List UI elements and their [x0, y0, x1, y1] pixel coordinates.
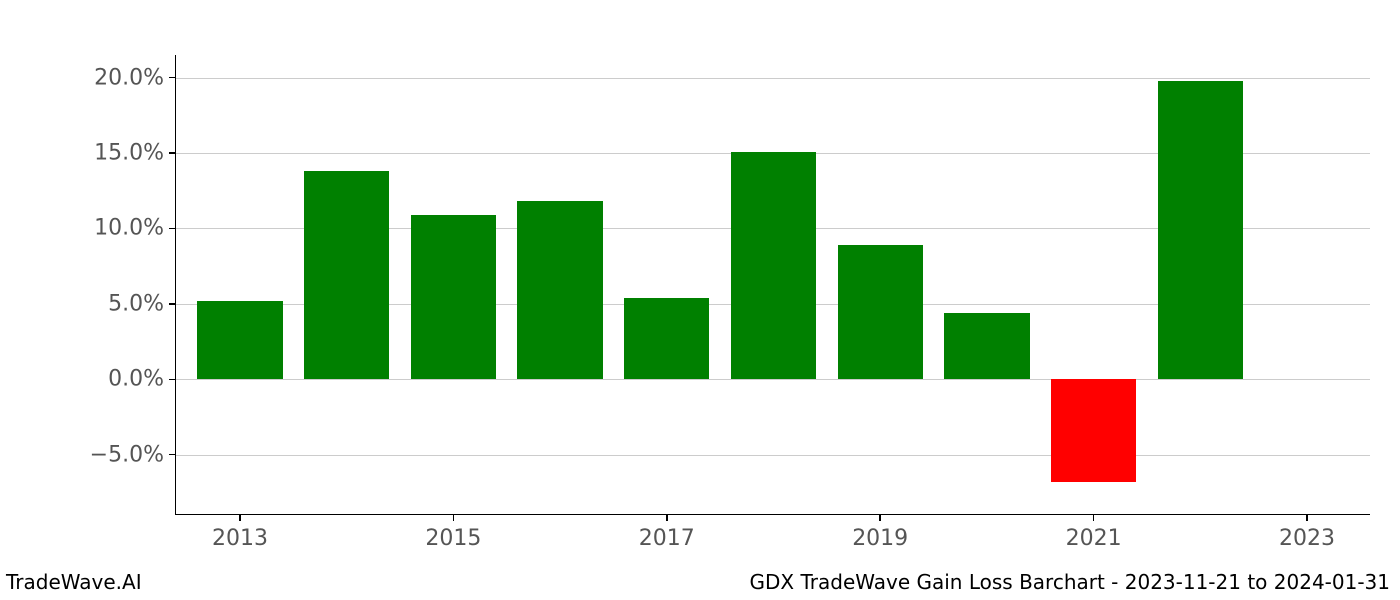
ytick-label: 20.0%: [94, 65, 164, 90]
bar: [1158, 81, 1243, 380]
xtick-label: 2023: [1279, 526, 1335, 551]
footer-left-text: TradeWave.AI: [6, 570, 142, 594]
xtick-label: 2021: [1066, 526, 1122, 551]
xtick-mark: [666, 514, 668, 521]
gridline: [176, 455, 1370, 456]
ytick-mark: [169, 379, 176, 381]
bar: [411, 215, 496, 379]
xtick-mark: [1306, 514, 1308, 521]
bar: [731, 152, 816, 380]
xtick-mark: [453, 514, 455, 521]
xtick-label: 2017: [639, 526, 695, 551]
ytick-mark: [169, 303, 176, 305]
ytick-label: −5.0%: [90, 442, 164, 467]
xtick-mark: [1093, 514, 1095, 521]
ytick-label: 15.0%: [94, 141, 164, 166]
plot-area: −5.0%0.0%5.0%10.0%15.0%20.0%201320152017…: [175, 55, 1370, 515]
bar: [517, 201, 602, 379]
ytick-label: 10.0%: [94, 216, 164, 241]
ytick-mark: [169, 454, 176, 456]
ytick-label: 5.0%: [108, 291, 164, 316]
gridline: [176, 78, 1370, 79]
footer-right-text: GDX TradeWave Gain Loss Barchart - 2023-…: [750, 570, 1390, 594]
xtick-label: 2013: [212, 526, 268, 551]
ytick-mark: [169, 152, 176, 154]
ytick-mark: [169, 77, 176, 79]
bar: [304, 171, 389, 379]
gridline: [176, 379, 1370, 380]
xtick-label: 2015: [425, 526, 481, 551]
bar: [944, 313, 1029, 379]
bar: [624, 298, 709, 379]
bar: [197, 301, 282, 379]
ytick-label: 0.0%: [108, 367, 164, 392]
xtick-label: 2019: [852, 526, 908, 551]
ytick-mark: [169, 228, 176, 230]
bar: [838, 245, 923, 379]
bar: [1051, 379, 1136, 482]
xtick-mark: [879, 514, 881, 521]
chart-container: −5.0%0.0%5.0%10.0%15.0%20.0%201320152017…: [175, 55, 1370, 515]
xtick-mark: [239, 514, 241, 521]
